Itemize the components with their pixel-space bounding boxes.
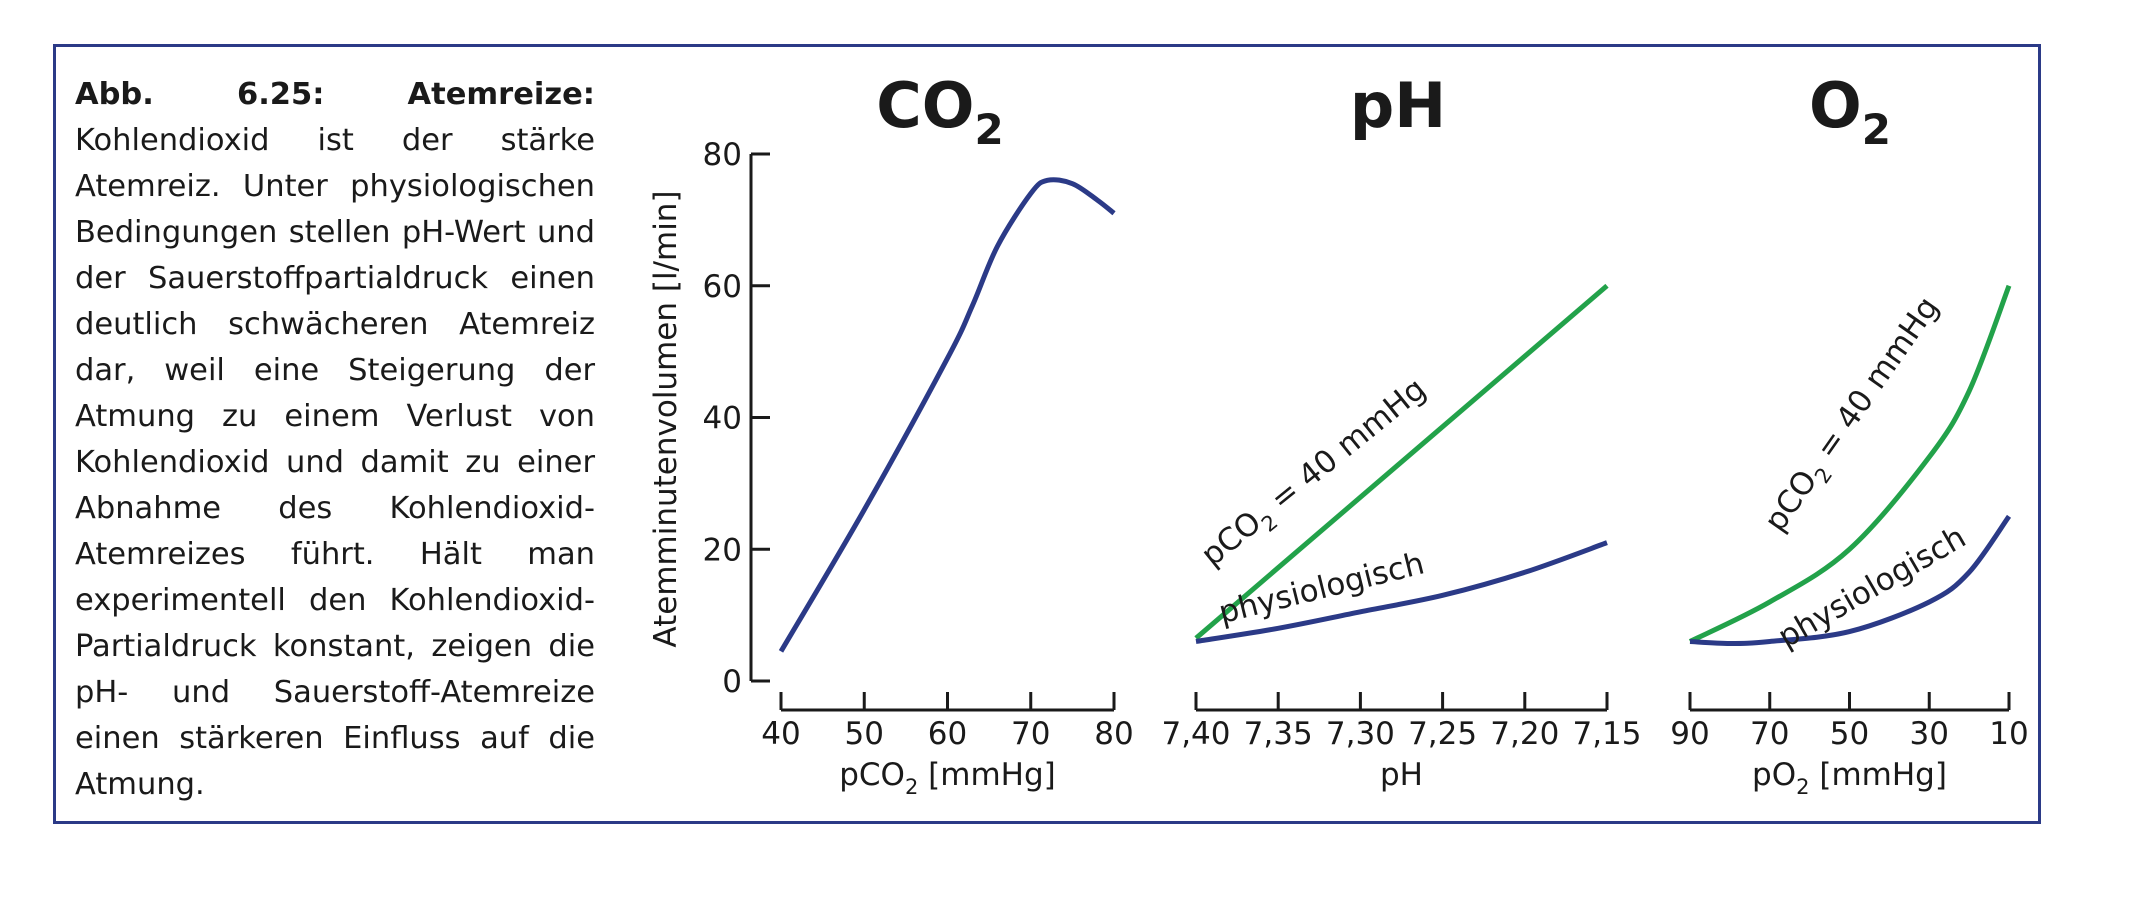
y-axis-label: Atemminutenvolumen [l/min] <box>648 190 684 647</box>
y-tick-label: 0 <box>722 664 742 700</box>
x-tick-label: 7,40 <box>1161 716 1230 752</box>
x-axis-label: pH <box>1380 757 1423 793</box>
x-tick-label: 10 <box>1989 716 2028 752</box>
x-tick-label: 7,35 <box>1244 716 1313 752</box>
series-line-pco2-40 <box>1194 283 1609 641</box>
series-line-pco2-40 <box>1688 284 2012 644</box>
x-tick-label: 40 <box>761 716 800 752</box>
x-axis-label: pCO2 [mmHg] <box>839 757 1056 799</box>
x-tick-label: 7,20 <box>1490 716 1559 752</box>
x-tick-label: 50 <box>1830 716 1869 752</box>
series-label-physiologisch: physiologisch <box>1772 519 1972 655</box>
figure-caption: Abb. 6.25: Atemreize: Kohlendioxid ist d… <box>75 72 595 808</box>
chart-title: O2 <box>1809 69 1891 154</box>
x-tick-label: 70 <box>1750 716 1789 752</box>
x-tick-label: 90 <box>1670 716 1709 752</box>
series-label-pco2-40: pCO2 = 40 mmHg <box>1757 290 1951 541</box>
y-tick-label: 40 <box>703 401 742 437</box>
series-line-physiologisch <box>1689 514 2012 646</box>
x-tick-label: 30 <box>1910 716 1949 752</box>
series-line-co2 <box>778 177 1116 653</box>
chart-title: CO2 <box>876 69 1003 154</box>
x-tick-label: 7,25 <box>1408 716 1477 752</box>
y-tick-label: 80 <box>703 137 742 173</box>
x-tick-label: 80 <box>1094 716 1133 752</box>
x-tick-label: 60 <box>928 716 967 752</box>
respiratory-stimuli-charts: 0 20 40 60 80 Atemminutenvolumen [l/min] CO2 40… <box>648 69 2029 799</box>
x-tick-label: 50 <box>845 716 884 752</box>
caption-text: Kohlendioxid ist der stärke Atemreiz. Un… <box>75 123 595 802</box>
caption-label: Abb. 6.25: Atemreize: <box>75 77 595 112</box>
x-axis-label: pO2 [mmHg] <box>1752 757 1947 799</box>
y-tick-label: 20 <box>703 532 742 568</box>
series-line-physiologisch <box>1195 540 1608 644</box>
figure-frame <box>53 44 2041 824</box>
chart-title: pH <box>1350 69 1446 142</box>
x-tick-label: 7,30 <box>1326 716 1395 752</box>
y-tick-label: 60 <box>703 269 742 305</box>
series-label-pco2-40: pCO2 = 40 mmHg <box>1195 371 1437 578</box>
x-tick-label: 70 <box>1011 716 1050 752</box>
x-tick-label: 7,15 <box>1572 716 1641 752</box>
